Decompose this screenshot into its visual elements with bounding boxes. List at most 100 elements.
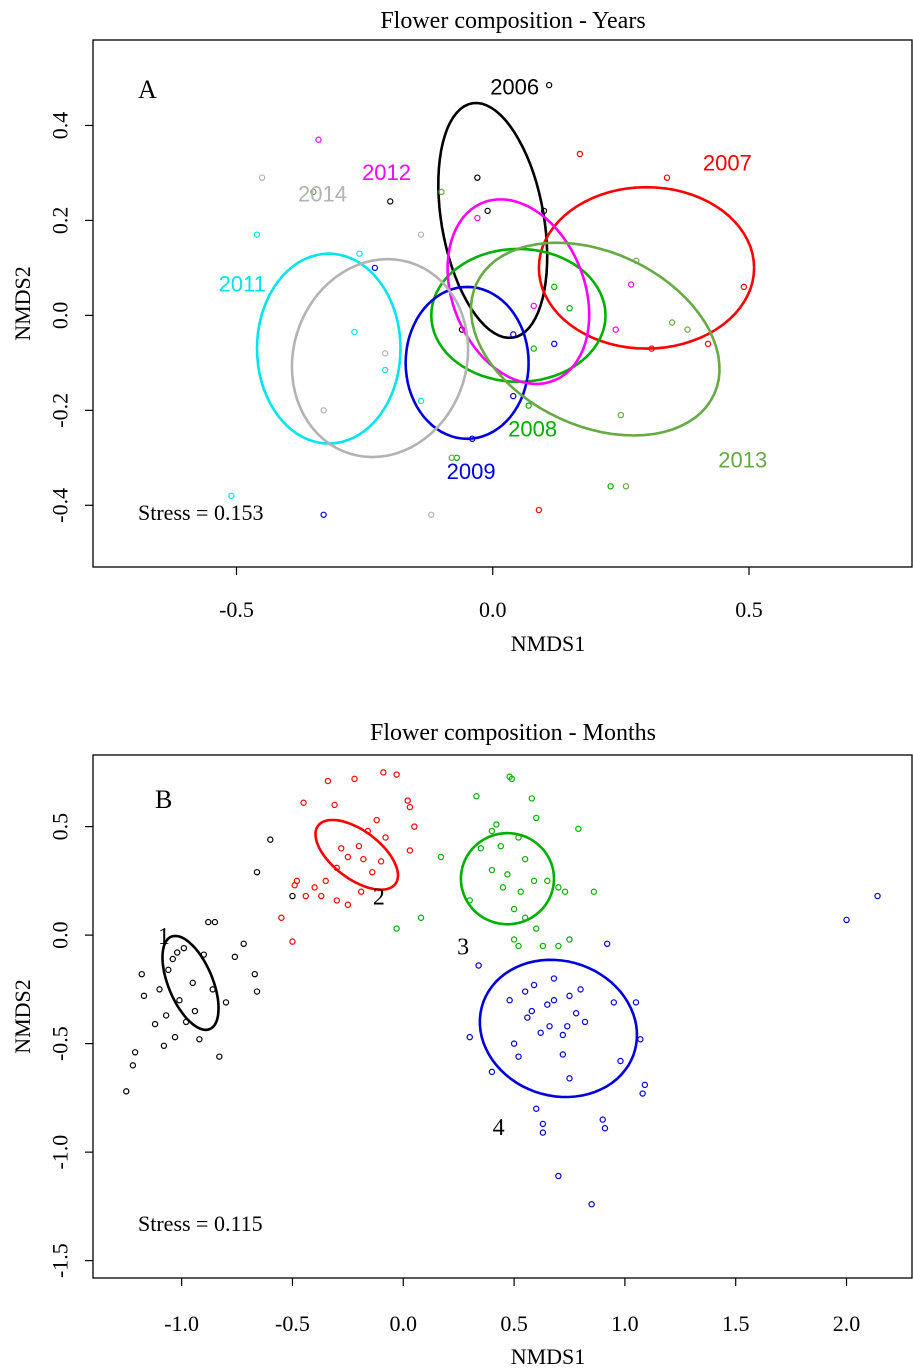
data-point xyxy=(138,970,145,978)
data-point xyxy=(564,1023,571,1030)
data-point xyxy=(539,942,547,950)
data-point xyxy=(216,1053,223,1060)
y-tick-label: -0.5 xyxy=(48,1026,73,1061)
data-point xyxy=(581,1018,589,1026)
data-point xyxy=(539,1120,547,1128)
data-point xyxy=(493,821,500,828)
data-point xyxy=(382,834,389,841)
data-point xyxy=(160,1042,168,1049)
data-point xyxy=(174,949,181,956)
data-point xyxy=(663,174,671,181)
data-point xyxy=(474,174,481,181)
data-point xyxy=(843,916,850,924)
data-point xyxy=(300,799,307,806)
series-2: 2 xyxy=(278,769,418,945)
data-point xyxy=(322,877,329,885)
data-point xyxy=(393,771,400,778)
data-point xyxy=(508,775,516,783)
data-point xyxy=(404,797,411,804)
data-point xyxy=(205,918,212,926)
data-point xyxy=(477,845,485,852)
data-point xyxy=(196,1036,203,1043)
ellipse-4 xyxy=(478,958,639,1099)
data-point xyxy=(393,925,400,932)
data-point xyxy=(381,350,389,357)
data-point xyxy=(377,858,385,865)
data-point xyxy=(182,1018,190,1026)
y-tick-label: 0.2 xyxy=(48,207,73,235)
data-point xyxy=(566,936,573,943)
x-tick-label: -0.5 xyxy=(275,1311,310,1336)
data-point xyxy=(622,483,630,490)
data-point xyxy=(324,777,332,785)
data-point xyxy=(156,986,163,993)
data-point xyxy=(641,1081,649,1089)
x-tick-label: 0.0 xyxy=(390,1311,418,1336)
data-point xyxy=(524,1014,531,1021)
data-point xyxy=(555,1172,562,1180)
data-point xyxy=(189,979,196,987)
data-point xyxy=(506,997,513,1004)
data-point xyxy=(438,188,445,196)
data-point xyxy=(466,1033,473,1041)
data-point xyxy=(561,888,569,895)
data-point xyxy=(540,207,548,215)
y-tick-label: 0.4 xyxy=(48,112,73,140)
series-2013: 2013 xyxy=(310,188,767,490)
data-point xyxy=(289,938,296,945)
plot-frame xyxy=(92,754,913,1279)
data-point xyxy=(381,366,389,374)
data-point xyxy=(278,914,285,921)
panel-a-years: Flower composition - Years A -0.5 0.0 0.5 -0.… xyxy=(10,8,913,656)
data-point xyxy=(222,999,230,1006)
y-tick-label: 0.0 xyxy=(48,302,73,330)
data-point xyxy=(510,936,518,943)
data-point xyxy=(333,864,340,872)
x-tick-label: 0.0 xyxy=(479,597,507,622)
data-point xyxy=(356,250,363,257)
panel-label: B xyxy=(155,785,172,814)
data-point xyxy=(331,801,338,809)
data-point xyxy=(566,1075,573,1082)
data-point xyxy=(607,483,614,490)
data-point xyxy=(559,1031,567,1039)
data-point xyxy=(251,970,258,978)
series-2012: 2012 xyxy=(315,136,635,386)
data-point xyxy=(668,319,676,326)
panel-b-months: Flower composition - Months B -1.0 -0.5 0.0 0… xyxy=(10,720,913,1369)
data-point xyxy=(637,1036,644,1043)
data-point xyxy=(162,1012,170,1019)
data-point xyxy=(364,827,372,835)
data-point xyxy=(369,868,376,876)
data-point xyxy=(311,884,318,891)
data-point xyxy=(469,435,476,443)
y-tick-label: 0.5 xyxy=(48,813,73,841)
data-point xyxy=(521,988,529,995)
ellipse-2013 xyxy=(469,241,721,437)
x-axis-label: NMDS1 xyxy=(511,1344,586,1369)
data-point xyxy=(320,511,327,518)
data-point xyxy=(497,842,504,850)
data-point xyxy=(417,397,425,405)
data-point xyxy=(291,882,298,889)
data-point xyxy=(599,1116,606,1123)
data-point xyxy=(473,793,480,800)
data-point xyxy=(510,331,517,338)
data-point xyxy=(633,257,640,264)
data-point xyxy=(344,901,352,908)
data-point xyxy=(253,988,261,995)
ellipse-label-2: 2 xyxy=(373,885,385,911)
data-point xyxy=(191,1007,199,1015)
x-tick-label: -1.0 xyxy=(164,1311,199,1336)
ellipse-2011 xyxy=(255,252,402,445)
data-point xyxy=(228,492,235,499)
y-tick-label: -1.0 xyxy=(48,1135,73,1170)
data-point xyxy=(504,871,511,878)
data-point xyxy=(320,407,327,414)
data-point xyxy=(360,855,367,863)
data-point xyxy=(140,992,148,1000)
data-point xyxy=(528,1007,536,1015)
series-3: 3 xyxy=(393,773,598,961)
data-point xyxy=(448,454,455,462)
